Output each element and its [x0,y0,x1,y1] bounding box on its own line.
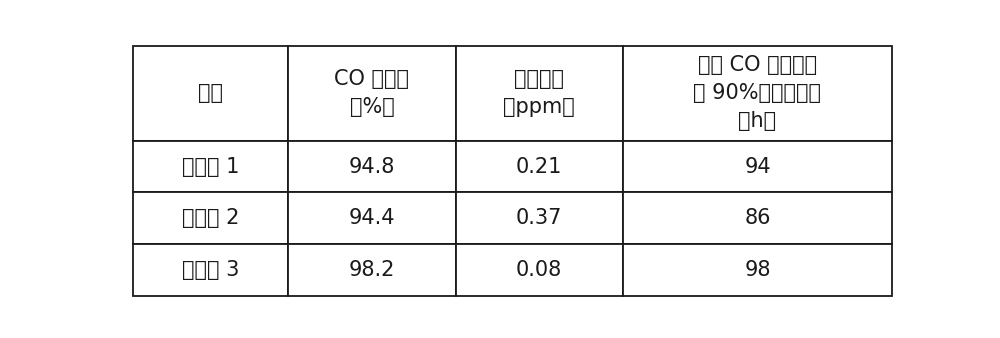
Text: 98: 98 [744,260,771,280]
Text: 保持 CO 转化率大
于 90%的使用局命
（h）: 保持 CO 转化率大 于 90%的使用局命 （h） [693,55,821,131]
Text: 实施例 2: 实施例 2 [182,208,239,228]
Bar [288,244,456,296]
Text: 86: 86 [744,208,771,228]
Text: 0.08: 0.08 [516,260,562,280]
Bar [456,46,623,141]
Bar [288,192,456,244]
Bar [623,46,892,141]
Text: 94.4: 94.4 [349,208,395,228]
Text: 94: 94 [744,156,771,176]
Bar [623,192,892,244]
Bar [133,192,288,244]
Text: 98.2: 98.2 [349,260,395,280]
Bar [456,141,623,192]
Bar [623,244,892,296]
Bar [133,46,288,141]
Text: 0.37: 0.37 [516,208,562,228]
Bar [288,141,456,192]
Bar [133,244,288,296]
Bar [288,46,456,141]
Text: 94.8: 94.8 [349,156,395,176]
Text: CO 转化率
（%）: CO 转化率 （%） [334,69,409,117]
Text: 0.21: 0.21 [516,156,562,176]
Text: 实施例 1: 实施例 1 [182,156,239,176]
Text: 实施例 3: 实施例 3 [182,260,239,280]
Bar [133,141,288,192]
Bar [456,244,623,296]
Text: 项目: 项目 [198,83,223,103]
Bar [456,192,623,244]
Text: 硫醇含量
（ppm）: 硫醇含量 （ppm） [503,69,575,117]
Bar [623,141,892,192]
